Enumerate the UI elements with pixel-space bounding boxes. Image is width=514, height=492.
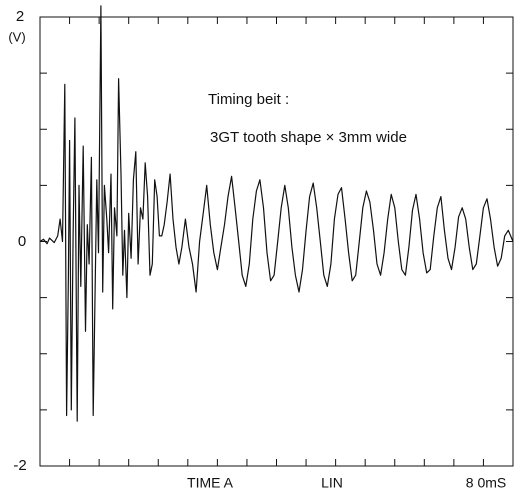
- axis-ticks: [40, 17, 513, 466]
- y-tick-label-zero: 0: [18, 233, 26, 250]
- plot-frame: [39, 16, 514, 467]
- y-tick-label-bottom: -2: [13, 457, 26, 474]
- y-tick-label-top: 2: [16, 8, 24, 25]
- x-label-scale: LIN: [321, 475, 343, 491]
- x-label-end: 8 0mS: [466, 475, 506, 491]
- annotation-line-1: Timing beit :: [208, 91, 289, 108]
- annotation-line-2: 3GT tooth shape × 3mm wide: [210, 129, 407, 146]
- y-axis-unit-label: (V): [8, 29, 25, 44]
- x-label-time: TIME A: [187, 475, 234, 491]
- series-line: [39, 5, 514, 422]
